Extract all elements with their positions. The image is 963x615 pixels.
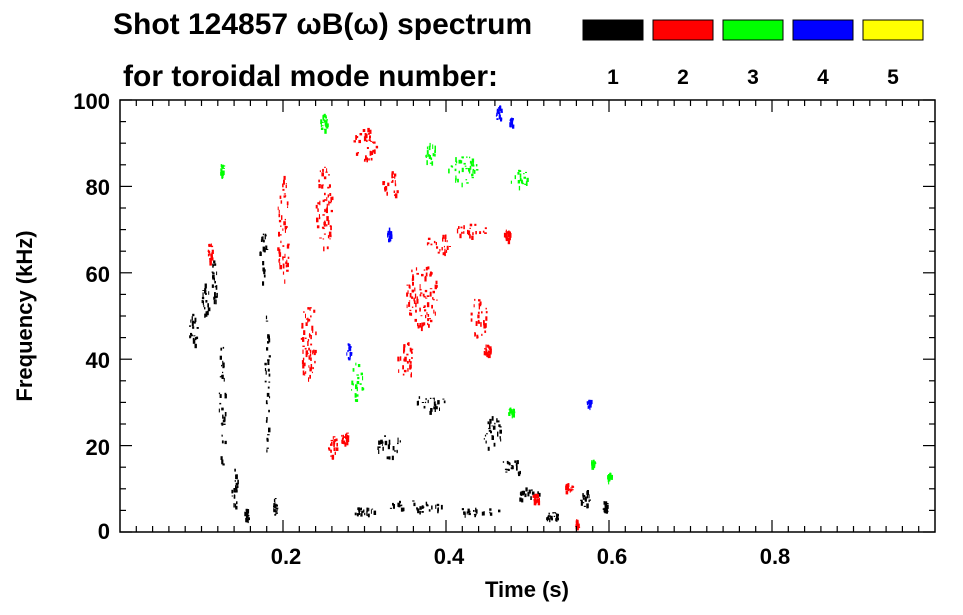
mode-1-blob bbox=[354, 507, 377, 518]
series-mode-2 bbox=[207, 127, 581, 531]
mode-2-blob bbox=[406, 266, 438, 332]
y-tick-label: 0 bbox=[98, 519, 110, 544]
legend-swatch-mode-3 bbox=[722, 19, 784, 41]
mode-2-blob bbox=[300, 307, 317, 382]
legend-swatch-mode-2 bbox=[652, 19, 714, 41]
mode-3-blob bbox=[425, 142, 436, 166]
x-tick-label: 0.8 bbox=[760, 544, 791, 569]
mode-1-blob bbox=[502, 460, 521, 477]
mode-1-blob bbox=[602, 501, 609, 514]
mode-1-blob bbox=[244, 508, 250, 524]
x-tick-label: 0.6 bbox=[597, 544, 628, 569]
y-tick-label: 20 bbox=[86, 435, 110, 460]
mode-2-blob bbox=[565, 483, 575, 495]
mode-2-blob bbox=[532, 493, 541, 506]
mode-4-blob bbox=[509, 117, 515, 129]
plot-frame bbox=[119, 99, 936, 533]
mode-3-blob bbox=[320, 113, 329, 134]
mode-4-blob bbox=[586, 399, 593, 411]
legend-label-mode-2: 2 bbox=[677, 66, 689, 89]
mode-2-blob bbox=[341, 432, 350, 447]
legend-label-mode-4: 4 bbox=[817, 66, 829, 89]
chart-title: Shot 124857 ωB(ω) spectrum bbox=[113, 8, 532, 41]
y-tick-label: 60 bbox=[86, 262, 110, 287]
mode-1-blob bbox=[231, 468, 239, 510]
mode-2-blob bbox=[470, 298, 488, 339]
mode-1-blob bbox=[461, 507, 501, 518]
mode-2-blob bbox=[277, 175, 290, 284]
mode-3-blob bbox=[591, 459, 597, 470]
series-mode-4 bbox=[346, 105, 593, 411]
mode-3-blob bbox=[448, 156, 479, 188]
mode-1-blob bbox=[189, 313, 199, 349]
legend-label-mode-5: 5 bbox=[887, 66, 899, 89]
x-axis-label: Time (s) bbox=[485, 577, 569, 602]
mode-4-blob bbox=[387, 227, 393, 243]
mode-1-blob bbox=[580, 490, 591, 509]
y-tick-label: 80 bbox=[86, 175, 110, 200]
mode-2-blob bbox=[483, 344, 492, 359]
plot-data bbox=[189, 105, 613, 531]
series-mode-1 bbox=[189, 233, 609, 524]
legend-label-mode-3: 3 bbox=[747, 66, 759, 89]
mode-1-blob bbox=[389, 500, 443, 515]
mode-2-blob bbox=[456, 223, 487, 240]
x-tick-label: 0.2 bbox=[271, 544, 302, 569]
mode-3-blob bbox=[220, 164, 226, 179]
mode-2-blob bbox=[353, 127, 379, 163]
mode-3-blob bbox=[508, 407, 516, 419]
y-axis-label: Frequency (kHz) bbox=[12, 230, 37, 401]
mode-1-blob bbox=[546, 512, 559, 523]
mode-1-blob bbox=[211, 260, 218, 305]
mode-4-blob bbox=[495, 105, 503, 122]
chart-subtitle: for toroidal mode number: bbox=[123, 60, 498, 93]
mode-1-blob bbox=[201, 283, 211, 318]
y-tick-label: 100 bbox=[73, 89, 110, 114]
mode-2-blob bbox=[315, 166, 334, 252]
mode-1-blob bbox=[483, 416, 502, 451]
mode-2-blob bbox=[328, 436, 339, 460]
mode-2-blob bbox=[207, 243, 214, 266]
y-tick-label: 40 bbox=[86, 348, 110, 373]
x-tick-label: 0.4 bbox=[434, 544, 465, 569]
legend: 1 2 3 4 5 bbox=[582, 19, 924, 89]
mode-1-blob bbox=[218, 346, 227, 466]
mode-3-blob bbox=[351, 362, 365, 402]
mode-3-blob bbox=[510, 169, 529, 191]
mode-1-blob bbox=[264, 315, 271, 453]
mode-3-blob bbox=[607, 472, 613, 485]
mode-1-blob bbox=[259, 233, 269, 286]
mode-4-blob bbox=[346, 343, 353, 361]
mode-1-blob bbox=[377, 435, 401, 461]
mode-2-blob bbox=[397, 342, 414, 378]
series-mode-3 bbox=[220, 113, 613, 485]
legend-swatch-mode-4 bbox=[792, 19, 854, 41]
legend-label-mode-1: 1 bbox=[607, 66, 619, 89]
mode-1-blob bbox=[273, 498, 279, 516]
mode-2-blob bbox=[426, 234, 451, 257]
mode-1-blob bbox=[416, 396, 446, 415]
legend-swatch-mode-5 bbox=[862, 19, 924, 41]
legend-swatch-mode-1 bbox=[582, 19, 644, 41]
mode-2-blob bbox=[382, 171, 399, 199]
axis-ticks bbox=[120, 99, 935, 533]
mode-2-blob bbox=[503, 229, 512, 245]
